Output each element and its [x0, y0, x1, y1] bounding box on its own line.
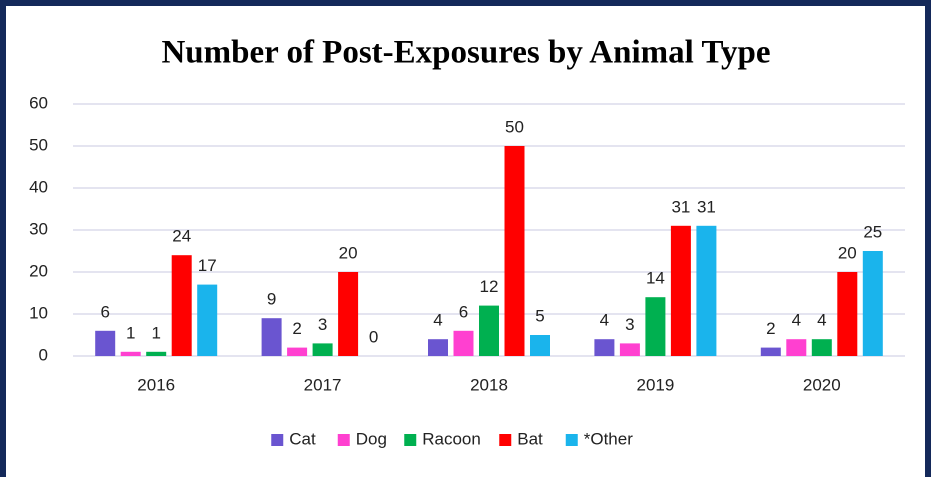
bar [530, 335, 550, 356]
y-tick-label: 30 [29, 219, 48, 238]
data-label: 14 [646, 269, 665, 288]
legend-label: Cat [289, 429, 316, 448]
x-tick-label: 2016 [137, 375, 175, 394]
bar [760, 347, 781, 356]
bar [619, 343, 640, 356]
legend-swatch [404, 434, 417, 446]
legend-label: Bat [517, 429, 543, 448]
data-label: 6 [100, 302, 109, 321]
data-label: 20 [838, 243, 857, 262]
data-label: 2 [292, 319, 301, 338]
data-label: 3 [318, 315, 327, 334]
bar [120, 351, 141, 356]
bar [453, 330, 474, 356]
y-tick-label: 40 [29, 177, 48, 196]
bar [146, 351, 167, 356]
bar [338, 272, 359, 356]
data-label: 4 [792, 311, 801, 330]
bar [287, 347, 308, 356]
bar [696, 225, 717, 356]
bar [479, 305, 499, 356]
bar [862, 251, 883, 356]
data-label: 50 [505, 117, 524, 136]
data-label: 3 [625, 315, 634, 334]
bar [645, 297, 666, 356]
bar [197, 284, 218, 356]
legend-label: *Other [584, 429, 633, 448]
legend-label: Dog [356, 429, 387, 448]
bar [670, 225, 691, 356]
x-tick-label: 2019 [636, 375, 674, 394]
bar [428, 339, 448, 356]
data-label: 9 [267, 290, 276, 309]
bar [594, 339, 615, 356]
x-tick-label: 2018 [470, 375, 508, 394]
bar [171, 255, 192, 356]
data-label: 31 [671, 197, 690, 216]
y-tick-label: 60 [29, 93, 48, 112]
bar [504, 146, 525, 356]
data-label: 2 [766, 319, 775, 338]
bar [261, 318, 282, 356]
bar [811, 339, 832, 356]
data-label: 6 [459, 302, 468, 321]
bar [95, 330, 116, 356]
data-label: 4 [600, 311, 609, 330]
legend-swatch [271, 434, 284, 446]
data-label: 1 [151, 323, 160, 342]
bar [786, 339, 807, 356]
y-tick-label: 0 [39, 345, 48, 364]
legend-label: Racoon [422, 429, 481, 448]
data-label: 25 [863, 222, 882, 241]
legend-swatch [499, 434, 512, 446]
data-label: 12 [480, 277, 499, 296]
data-label: 4 [817, 311, 826, 330]
y-tick-label: 10 [29, 303, 48, 322]
x-tick-label: 2017 [304, 375, 342, 394]
data-label: 24 [172, 227, 191, 246]
data-label: 20 [339, 243, 358, 262]
legend-swatch [565, 434, 578, 446]
data-label: 4 [433, 311, 442, 330]
y-tick-label: 20 [29, 261, 48, 280]
y-tick-label: 50 [29, 135, 48, 154]
data-label: 17 [198, 256, 217, 275]
bar [312, 343, 333, 356]
legend-swatch [337, 434, 350, 446]
x-tick-label: 2020 [803, 375, 841, 394]
data-label: 5 [535, 306, 544, 325]
data-label: 0 [369, 327, 378, 346]
data-label: 1 [126, 323, 135, 342]
bar [837, 272, 858, 356]
data-label: 31 [697, 197, 716, 216]
chart-title: Number of Post-Exposures by Animal Type [161, 35, 770, 71]
